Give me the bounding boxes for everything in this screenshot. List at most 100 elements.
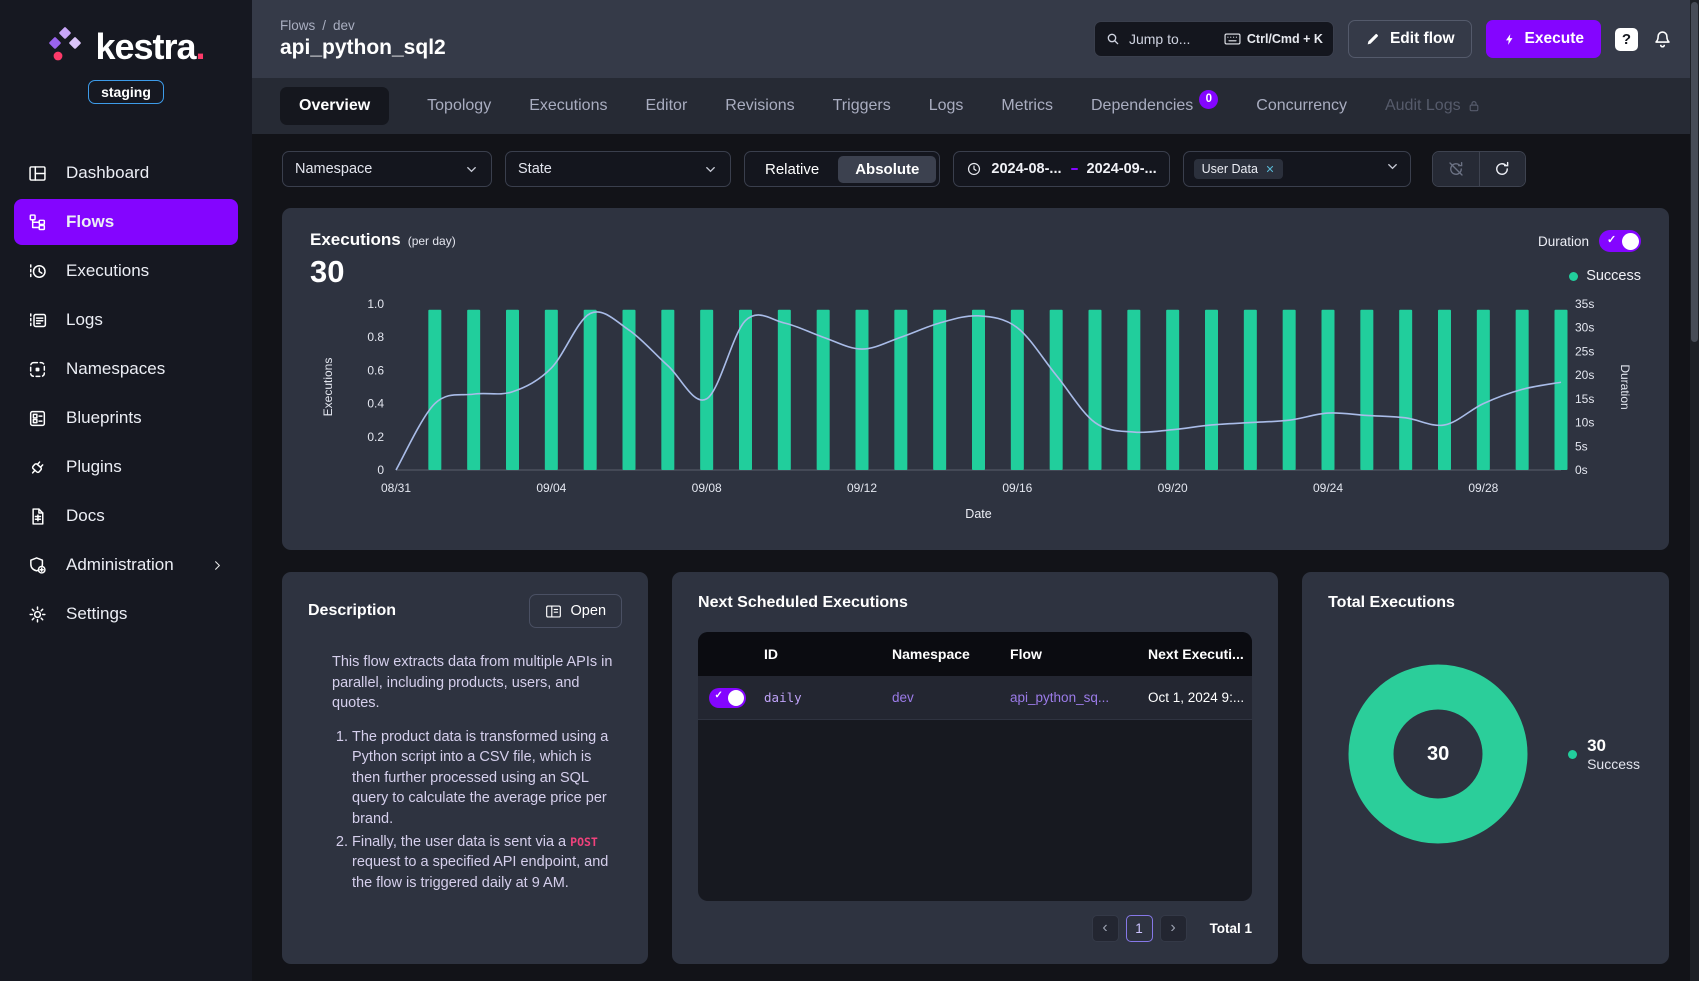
- svg-text:0s: 0s: [1575, 463, 1588, 477]
- current-page[interactable]: 1: [1126, 915, 1153, 942]
- donut-legend[interactable]: 30 Success: [1568, 735, 1640, 774]
- tab-logs[interactable]: Logs: [929, 97, 964, 115]
- executions-bar-line-chart: 00.20.40.60.81.0Executions0s5s10s15s20s2…: [310, 292, 1641, 529]
- page-scrollbar[interactable]: [1690, 0, 1699, 981]
- sidebar-item-label: Executions: [66, 261, 225, 281]
- tab-revisions[interactable]: Revisions: [725, 97, 794, 115]
- prev-page-button[interactable]: ‹: [1092, 915, 1119, 942]
- trigger-id: daily: [756, 690, 884, 705]
- scrollbar-thumb[interactable]: [1691, 2, 1698, 342]
- absolute-option[interactable]: Absolute: [838, 156, 936, 183]
- success-legend-dot: [1568, 750, 1577, 759]
- svg-text:20s: 20s: [1575, 368, 1594, 382]
- chart-data-select[interactable]: User Data: [1183, 151, 1411, 187]
- flow-tabs: Overview Topology Executions Editor Revision…: [252, 78, 1699, 134]
- tab-topology[interactable]: Topology: [427, 97, 491, 115]
- namespace-filter[interactable]: Namespace: [282, 151, 492, 187]
- breadcrumb: Flows / dev: [280, 18, 446, 33]
- chevron-down-icon: [703, 162, 718, 177]
- date-end[interactable]: 2024-09-...: [1087, 161, 1157, 177]
- settings-icon: [27, 604, 48, 625]
- chevron-down-icon: [464, 162, 479, 177]
- executions-count: 30: [310, 254, 1641, 290]
- sidebar-item-label: Plugins: [66, 457, 225, 477]
- total-executions-card: Total Executions 30 30 Success: [1302, 572, 1669, 964]
- tab-metrics[interactable]: Metrics: [1001, 97, 1053, 115]
- kestra-logo[interactable]: kestra.: [0, 26, 252, 68]
- selected-tag: User Data: [1194, 159, 1283, 179]
- svg-text:10s: 10s: [1575, 416, 1594, 430]
- execute-button[interactable]: Execute: [1486, 20, 1601, 58]
- kestra-logo-icon: [47, 27, 85, 67]
- breadcrumb-flows[interactable]: Flows: [280, 18, 315, 33]
- next-scheduled-title: Next Scheduled Executions: [698, 594, 1252, 612]
- svg-text:09/04: 09/04: [536, 481, 566, 495]
- description-list-item: Finally, the user data is sent via a POS…: [352, 832, 622, 894]
- sidebar-item-flows[interactable]: Flows: [14, 199, 238, 245]
- date-separator: [1071, 168, 1078, 170]
- auto-refresh-off-icon: [1447, 160, 1465, 178]
- sidebar-item-label: Settings: [66, 604, 225, 624]
- svg-text:09/20: 09/20: [1158, 481, 1188, 495]
- tab-overview[interactable]: Overview: [280, 87, 389, 125]
- trigger-enabled-toggle[interactable]: ✓: [709, 688, 746, 708]
- notifications-bell-icon[interactable]: [1652, 29, 1673, 50]
- sidebar-item-dashboard[interactable]: Dashboard: [14, 150, 238, 196]
- namespace-link[interactable]: dev: [884, 690, 1002, 705]
- state-filter[interactable]: State: [505, 151, 731, 187]
- auto-refresh-off-button[interactable]: [1433, 152, 1479, 186]
- date-start[interactable]: 2024-08-...: [991, 161, 1061, 177]
- tab-executions[interactable]: Executions: [529, 97, 607, 115]
- edit-flow-button[interactable]: Edit flow: [1348, 20, 1472, 58]
- sidebar-item-settings[interactable]: Settings: [14, 591, 238, 637]
- description-list-item: The product data is transformed using a …: [352, 727, 622, 830]
- open-description-button[interactable]: Open: [529, 594, 622, 628]
- tab-audit-logs[interactable]: Audit Logs: [1385, 97, 1481, 115]
- sidebar-item-plugins[interactable]: Plugins: [14, 444, 238, 490]
- tab-concurrency[interactable]: Concurrency: [1256, 97, 1347, 115]
- executions-chart-card: Executions (per day) 30 Duration ✓ Succe…: [282, 208, 1669, 550]
- sidebar-item-executions[interactable]: Executions: [14, 248, 238, 294]
- table-row[interactable]: ✓ daily dev api_python_sq... Oct 1, 2024…: [698, 676, 1252, 720]
- remove-tag-icon[interactable]: [1265, 164, 1275, 174]
- sidebar-item-logs[interactable]: Logs: [14, 297, 238, 343]
- clock-icon: [966, 161, 982, 177]
- page-title: api_python_sql2: [280, 36, 446, 60]
- logs-icon: [27, 310, 48, 331]
- blueprints-icon: [27, 408, 48, 429]
- schedule-table: ID Namespace Flow Next Executi... ✓ dail…: [698, 632, 1252, 901]
- svg-text:09/16: 09/16: [1002, 481, 1032, 495]
- tab-triggers[interactable]: Triggers: [833, 97, 891, 115]
- description-body: This flow extracts data from multiple AP…: [308, 652, 622, 893]
- flow-link[interactable]: api_python_sq...: [1002, 690, 1140, 705]
- legend-success[interactable]: Success: [1569, 268, 1641, 284]
- sidebar-item-blueprints[interactable]: Blueprints: [14, 395, 238, 441]
- refresh-controls: [1432, 151, 1526, 187]
- next-execution-date: Oct 1, 2024 9:...: [1140, 690, 1252, 705]
- executions-card-subtitle: (per day): [408, 234, 456, 248]
- jump-to-search[interactable]: Ctrl/Cmd + K: [1094, 21, 1334, 57]
- sidebar-item-docs[interactable]: Docs: [14, 493, 238, 539]
- search-input[interactable]: [1129, 31, 1215, 47]
- sidebar-item-administration[interactable]: Administration: [14, 542, 238, 588]
- sidebar-item-label: Blueprints: [66, 408, 225, 428]
- refresh-button[interactable]: [1479, 152, 1525, 186]
- sidebar-item-namespaces[interactable]: Namespaces: [14, 346, 238, 392]
- relative-option[interactable]: Relative: [748, 156, 836, 183]
- description-title: Description: [308, 602, 396, 620]
- next-page-button[interactable]: ›: [1160, 915, 1187, 942]
- date-range-picker[interactable]: 2024-08-... 2024-09-...: [953, 151, 1169, 187]
- help-button[interactable]: ?: [1615, 28, 1638, 51]
- plugins-icon: [27, 457, 48, 478]
- column-id: ID: [756, 646, 884, 662]
- tab-dependencies[interactable]: Dependencies0: [1091, 97, 1218, 116]
- breadcrumb-namespace[interactable]: dev: [333, 18, 355, 33]
- tab-editor[interactable]: Editor: [645, 97, 687, 115]
- svg-text:0.6: 0.6: [367, 363, 384, 377]
- check-icon: ✓: [1607, 233, 1616, 246]
- pagination: ‹ 1 › Total 1: [698, 915, 1252, 942]
- duration-toggle[interactable]: ✓: [1599, 230, 1641, 252]
- description-paragraph: This flow extracts data from multiple AP…: [332, 652, 622, 714]
- svg-text:25s: 25s: [1575, 344, 1594, 358]
- column-next-execution: Next Executi...: [1140, 646, 1252, 662]
